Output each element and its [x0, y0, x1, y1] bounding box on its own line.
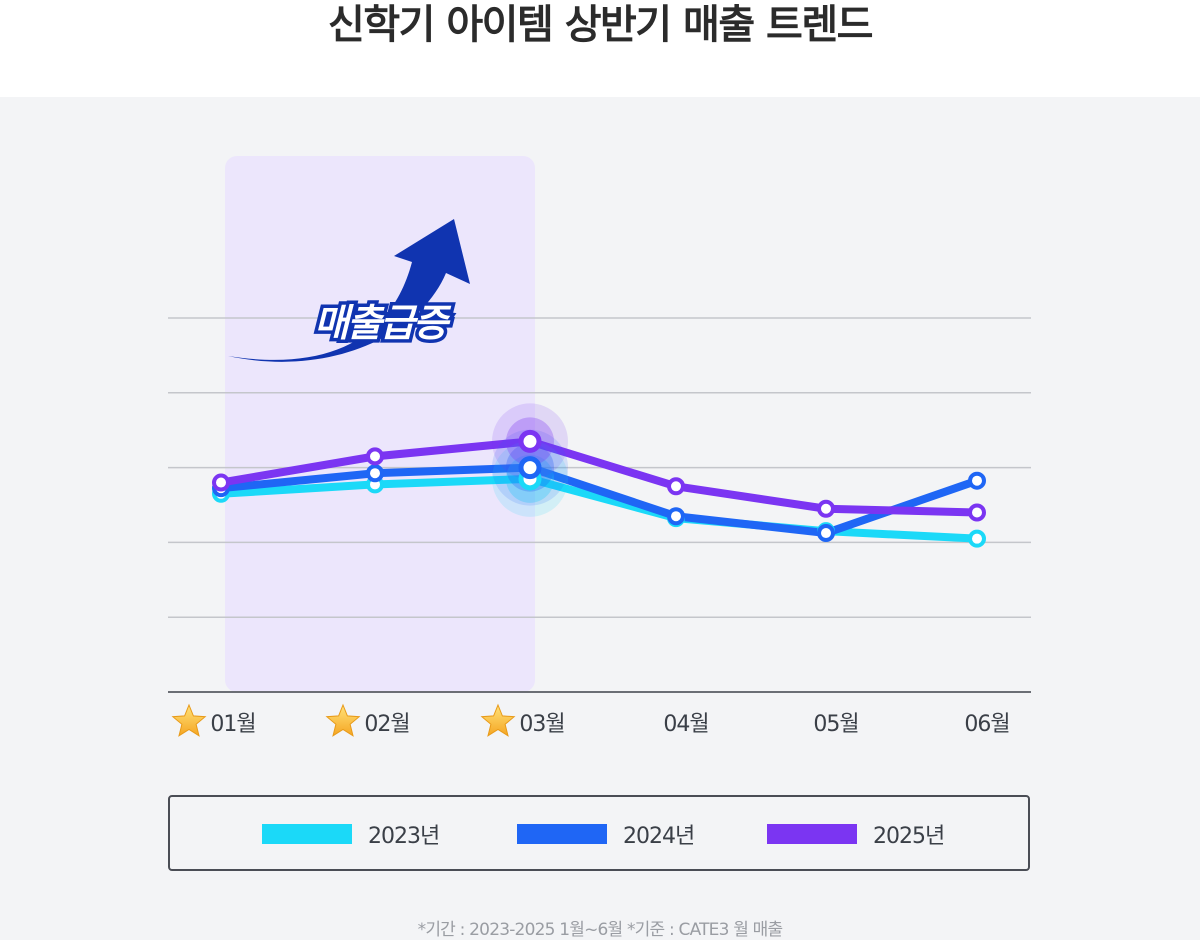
- trend-up-arrow-icon: [228, 219, 470, 362]
- x-tick-label-06월: 06월: [964, 712, 1009, 737]
- data-point-2024년-03월: [518, 456, 542, 480]
- data-point-2025년-02월: [366, 447, 384, 466]
- legend-swatch-2025: [767, 824, 857, 844]
- data-point-2025년-06월: [968, 503, 986, 522]
- data-point-2023년-06월: [968, 529, 986, 548]
- legend-item-2024: 2024년: [517, 823, 695, 849]
- legend-label-2025: 2025년: [873, 824, 945, 849]
- legend-label-2024: 2024년: [623, 824, 695, 849]
- legend-item-2025: 2025년: [767, 823, 945, 849]
- surge-callout-label: 매출급증: [314, 301, 452, 345]
- series-line-2025년: [217, 437, 981, 517]
- data-point-2025년-05월: [817, 499, 835, 518]
- highlight-band: [225, 156, 535, 692]
- star-icon-02월: [325, 703, 361, 737]
- star-icon-01월: [171, 703, 207, 737]
- data-point-2024년-04월: [667, 507, 685, 526]
- star-icon-03월: [480, 703, 516, 737]
- legend-swatch-2024: [517, 824, 607, 844]
- series-line-2024년: [217, 463, 981, 538]
- line-chart: 매출급증 01월 02월 03월 04월 05월 06월: [168, 156, 1031, 737]
- series-line-2023년: [217, 474, 981, 543]
- x-tick-label-03월: 03월: [519, 712, 564, 737]
- x-tick-label-01월: 01월: [210, 712, 255, 737]
- x-tick-label-04월: 04월: [663, 712, 708, 737]
- chart-panel: [0, 97, 1200, 940]
- data-point-2024년-06월: [968, 471, 986, 490]
- legend-swatch-2023: [262, 824, 352, 844]
- x-tick-label-02월: 02월: [364, 712, 409, 737]
- chart-legend: 2023년 2024년 2025년: [168, 795, 1030, 871]
- data-point-2024년-05월: [817, 524, 835, 543]
- data-point-2024년-02월: [366, 464, 384, 483]
- data-point-2025년-03월: [518, 429, 542, 453]
- legend-item-2023: 2023년: [262, 823, 440, 849]
- data-point-2025년-04월: [667, 477, 685, 496]
- x-tick-label-05월: 05월: [813, 712, 858, 737]
- data-point-2025년-01월: [212, 473, 230, 492]
- chart-title: 신학기 아이템 상반기 매출 트렌드: [328, 2, 873, 48]
- legend-label-2023: 2023년: [368, 824, 440, 849]
- footnote: *기간 : 2023-2025 1월~6월 *기준 : CATE3 월 매출: [417, 920, 784, 940]
